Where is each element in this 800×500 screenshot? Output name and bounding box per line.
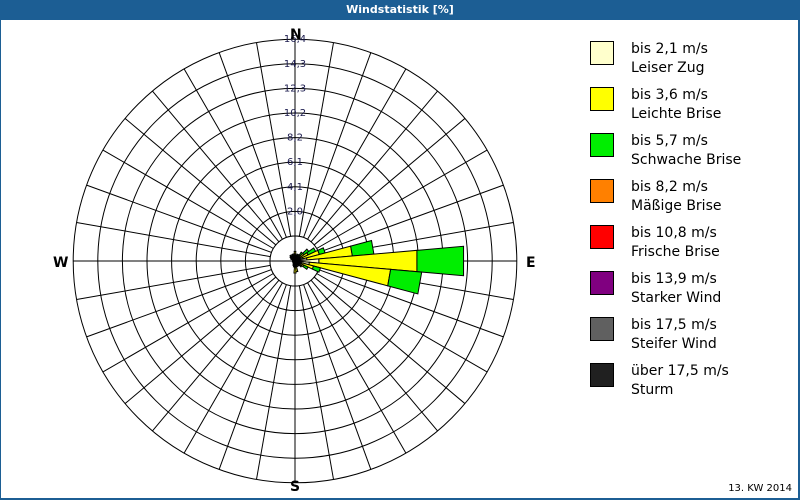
legend-label: Starker Wind: [631, 290, 722, 306]
svg-text:16,4: 16,4: [284, 34, 306, 45]
legend-swatch: [590, 41, 614, 65]
svg-text:4,1: 4,1: [287, 182, 303, 193]
legend-range: bis 8,2 m/s: [631, 179, 708, 195]
legend-swatch: [590, 87, 614, 111]
legend-range: bis 5,7 m/s: [631, 133, 708, 149]
svg-text:14,3: 14,3: [284, 59, 306, 70]
svg-text:10,2: 10,2: [284, 108, 306, 119]
legend-swatch: [590, 133, 614, 157]
legend-swatch: [590, 225, 614, 249]
legend-range: bis 3,6 m/s: [631, 87, 708, 103]
legend-range: bis 17,5 m/s: [631, 317, 717, 333]
legend-label: Frische Brise: [631, 244, 720, 260]
legend-label: Schwache Brise: [631, 152, 742, 168]
legend-label: Sturm: [631, 382, 674, 398]
legend-range: bis 10,8 m/s: [631, 225, 717, 241]
window-title: Windstatistik [%]: [0, 0, 800, 20]
compass-north-label: N: [290, 27, 302, 43]
legend-swatch: [590, 363, 614, 387]
legend-label: Steifer Wind: [631, 336, 717, 352]
period-label: 13. KW 2014: [728, 483, 792, 494]
legend-range: über 17,5 m/s: [631, 363, 729, 379]
legend-swatch: [590, 271, 614, 295]
compass-west-label: W: [53, 255, 69, 271]
legend-swatch: [590, 179, 614, 203]
svg-text:6,1: 6,1: [287, 157, 303, 168]
svg-text:2,0: 2,0: [287, 206, 303, 217]
legend-range: bis 13,9 m/s: [631, 271, 717, 287]
legend-label: Mäßige Brise: [631, 198, 722, 214]
legend-label: Leiser Zug: [631, 60, 705, 76]
svg-text:8,2: 8,2: [287, 133, 303, 144]
legend-label: Leichte Brise: [631, 106, 722, 122]
legend-swatch: [590, 317, 614, 341]
compass-south-label: S: [290, 479, 301, 495]
legend-range: bis 2,1 m/s: [631, 41, 708, 57]
svg-text:12,3: 12,3: [284, 83, 306, 94]
compass-east-label: E: [526, 255, 536, 271]
